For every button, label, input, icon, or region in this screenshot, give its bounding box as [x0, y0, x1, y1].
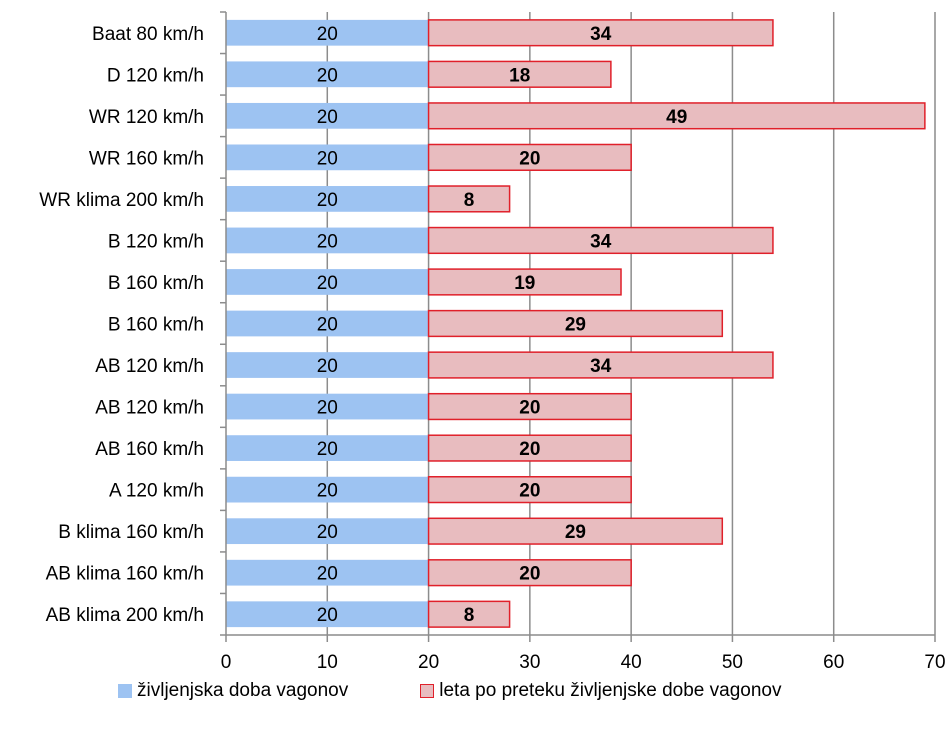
category-label: AB 120 km/h [95, 356, 204, 377]
x-tick-label: 40 [621, 652, 642, 673]
bar-value-overdue: 20 [519, 398, 540, 419]
category-labels: Baat 80 km/h D 120 km/h WR 120 km/h WR 160 … [39, 24, 204, 626]
category-label: AB klima 160 km/h [46, 564, 204, 585]
bar-lifetime [226, 227, 429, 254]
bar-overdue [427, 600, 511, 628]
category-label: AB klima 200 km/h [46, 605, 204, 626]
bar-value-lifetime: 20 [317, 107, 338, 128]
bar-lifetime [226, 310, 429, 337]
x-tick-label: 60 [823, 652, 844, 673]
bar-value-lifetime: 20 [317, 439, 338, 460]
bar-lifetime [226, 144, 429, 171]
bar-value-overdue: 20 [519, 148, 540, 169]
category-label: B klima 160 km/h [58, 522, 204, 543]
category-label: B 160 km/h [108, 273, 204, 294]
bar-overdue [427, 60, 612, 88]
category-label: D 120 km/h [107, 65, 204, 86]
bar-value-lifetime: 20 [317, 273, 338, 294]
bar-lifetime [226, 476, 429, 503]
bar-overdue [427, 143, 632, 171]
bar-value-overdue: 34 [590, 356, 612, 377]
axes [220, 11, 936, 642]
legend: življenjska doba vagonov leta po preteku… [118, 680, 853, 702]
bar-value-lifetime: 20 [317, 564, 338, 585]
bar-value-overdue: 29 [565, 522, 586, 543]
bar-value-lifetime: 20 [317, 148, 338, 169]
category-label: WR 120 km/h [89, 107, 204, 128]
bar-overdue [427, 351, 774, 379]
bar-value-lifetime: 20 [317, 231, 338, 252]
legend-swatch-red [420, 684, 435, 698]
x-tick-label: 10 [317, 652, 338, 673]
bar-lifetime [226, 102, 429, 129]
bar-value-overdue: 29 [565, 315, 586, 336]
x-tick-label: 20 [418, 652, 439, 673]
bar-value-overdue: 34 [590, 24, 612, 45]
bar-overdue [427, 476, 632, 504]
x-tick-label: 50 [722, 652, 743, 673]
bar-overdue [427, 517, 724, 545]
x-tick-label: 30 [519, 652, 540, 673]
bar-lifetime [226, 435, 429, 461]
bar-value-overdue: 8 [464, 605, 475, 626]
bar-value-overdue: 34 [590, 231, 612, 252]
bar-value-overdue: 49 [666, 107, 687, 128]
category-label: AB 160 km/h [95, 439, 204, 460]
bar-lifetime [226, 61, 429, 88]
bar-lifetime [226, 186, 429, 212]
bar-lifetime [226, 393, 429, 420]
legend-swatch-blue [118, 684, 132, 698]
bar-value-overdue: 20 [519, 481, 540, 502]
bar-value-lifetime: 20 [317, 398, 338, 419]
bar-overdue [427, 102, 926, 130]
x-tick-label: 0 [221, 652, 232, 673]
legend-item-overdue: leta po preteku življenjske dobe vagonov [420, 680, 781, 702]
bar-value-lifetime: 20 [317, 356, 338, 377]
category-label: A 120 km/h [109, 481, 204, 502]
bar-value-overdue: 8 [464, 190, 475, 211]
category-label: WR 160 km/h [89, 148, 204, 169]
x-tick-labels: 0 10 20 30 40 50 60 70 [221, 652, 946, 673]
legend-label-overdue: leta po preteku življenjske dobe vagonov [439, 680, 782, 701]
category-label: AB 120 km/h [95, 398, 204, 419]
bar-lifetime [226, 601, 429, 628]
bar-value-lifetime: 20 [317, 315, 338, 336]
x-tick-label: 70 [924, 652, 945, 673]
bar-lifetime [226, 518, 429, 545]
bar-overdue [427, 392, 632, 421]
legend-label-lifetime: življenjska doba vagonov [137, 680, 349, 701]
bars: 20 34 20 18 20 49 20 20 20 8 20 34 20 19 20 29 20 34 20 20 2… [226, 19, 926, 628]
bar-overdue [427, 309, 724, 338]
bar-overdue [427, 226, 774, 255]
category-label: WR klima 200 km/h [39, 190, 204, 211]
bar-value-lifetime: 20 [317, 481, 338, 502]
bar-overdue [427, 185, 511, 213]
bar-value-lifetime: 20 [317, 24, 338, 45]
category-label: B 120 km/h [108, 231, 204, 252]
bar-overdue [427, 559, 632, 587]
category-label: B 160 km/h [108, 315, 204, 336]
category-label: Baat 80 km/h [92, 24, 204, 45]
bar-value-overdue: 18 [509, 65, 530, 86]
bar-value-lifetime: 20 [317, 65, 338, 86]
bar-overdue [427, 19, 774, 47]
bar-lifetime [226, 269, 429, 295]
bar-overdue [427, 268, 622, 296]
bar-value-overdue: 20 [519, 564, 540, 585]
bar-lifetime [226, 19, 429, 46]
bar-lifetime [226, 352, 429, 378]
bar-value-overdue: 19 [514, 273, 535, 294]
bar-value-lifetime: 20 [317, 605, 338, 626]
bar-overdue [427, 434, 632, 462]
bar-lifetime [226, 559, 429, 586]
bar-value-overdue: 20 [519, 439, 540, 460]
legend-item-lifetime: življenjska doba vagonov [118, 680, 348, 702]
bar-value-lifetime: 20 [317, 190, 338, 211]
bar-value-lifetime: 20 [317, 522, 338, 543]
